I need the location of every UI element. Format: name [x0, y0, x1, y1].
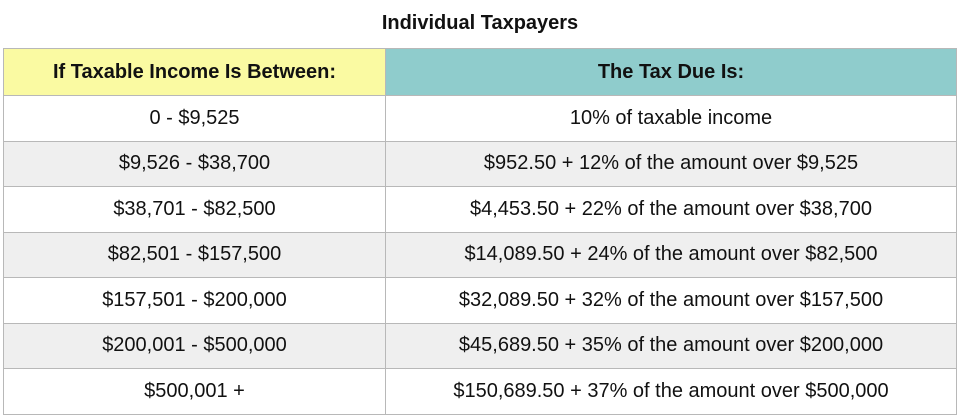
- table-cell: $9,526 - $38,700: [3, 140, 386, 187]
- table-cell: $4,453.50 + 22% of the amount over $38,7…: [385, 186, 957, 233]
- table-row: 0 - $9,525 10% of taxable income: [3, 95, 957, 142]
- tax-table: If Taxable Income Is Between: The Tax Due…: [3, 48, 957, 415]
- table-cell: $14,089.50 + 24% of the amount over $82,…: [385, 231, 957, 278]
- header-cell: The Tax Due Is:: [385, 48, 957, 96]
- table-title: Individual Taxpayers: [381, 12, 579, 34]
- table-cell: 10% of taxable income: [385, 95, 957, 142]
- table-cell: $32,089.50 + 32% of the amount over $157…: [385, 277, 957, 324]
- table-cell: $45,689.50 + 35% of the amount over $200…: [385, 322, 957, 369]
- table-cell: $500,001 +: [3, 368, 386, 415]
- table-row: $9,526 - $38,700 $952.50 + 12% of the amo…: [3, 140, 957, 187]
- header-row: If Taxable Income Is Between: The Tax Due…: [3, 48, 957, 96]
- table-cell: $38,701 - $82,500: [3, 186, 386, 233]
- table-cell: $952.50 + 12% of the amount over $9,525: [385, 140, 957, 187]
- header-cell: If Taxable Income Is Between:: [3, 48, 386, 96]
- table-cell: 0 - $9,525: [3, 95, 386, 142]
- table-cell: $82,501 - $157,500: [3, 231, 386, 278]
- table-cell: $150,689.50 + 37% of the amount over $50…: [385, 368, 957, 415]
- table-row: $82,501 - $157,500 $14,089.50 + 24% of th…: [3, 231, 957, 278]
- table-cell: $157,501 - $200,000: [3, 277, 386, 324]
- table-cell: $200,001 - $500,000: [3, 322, 386, 369]
- table-row: $500,001 + $150,689.50 + 37% of the amoun…: [3, 368, 957, 415]
- table-row: $200,001 - $500,000 $45,689.50 + 35% of t…: [3, 322, 957, 369]
- table-row: $38,701 - $82,500 $4,453.50 + 22% of the …: [3, 186, 957, 233]
- table-row: $157,501 - $200,000 $32,089.50 + 32% of t…: [3, 277, 957, 324]
